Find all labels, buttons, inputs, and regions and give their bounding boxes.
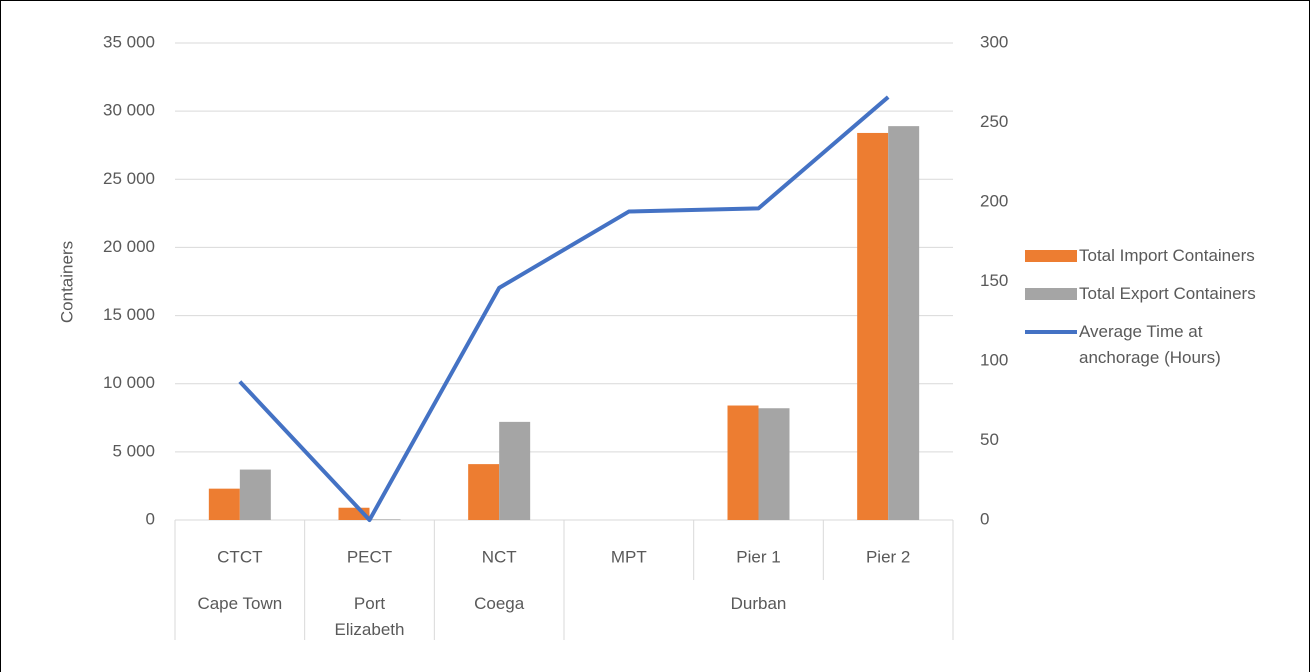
x-tick-label: CTCT — [217, 547, 262, 566]
y2-tick-label: 50 — [980, 430, 999, 449]
x-tick-label: Pier 2 — [866, 547, 910, 566]
y2-tick-label: 100 — [980, 350, 1008, 369]
legend: Total Import Containers Total Export Cont… — [1025, 243, 1285, 383]
y-tick-label: 30 000 — [103, 101, 155, 120]
y-tick-label: 15 000 — [103, 305, 155, 324]
bar — [888, 126, 920, 521]
legend-item: Average Time at anchorage (Hours) — [1025, 319, 1285, 371]
line-series — [238, 95, 890, 522]
legend-label: Total Import Containers — [1079, 246, 1255, 265]
y-tick-label: 0 — [146, 509, 155, 528]
legend-label: Average Time at anchorage (Hours) — [1079, 322, 1221, 367]
bar — [208, 488, 240, 520]
x-tick-label: PECT — [347, 547, 392, 566]
legend-swatch — [1025, 288, 1077, 300]
group-label: Cape Town — [197, 594, 283, 613]
bar — [369, 519, 401, 520]
legend-swatch — [1025, 330, 1077, 334]
group-label: Port Elizabeth — [334, 594, 405, 639]
y2-tick-label: 0 — [980, 509, 989, 528]
bar — [727, 405, 759, 520]
y-tick-label: 20 000 — [103, 237, 155, 256]
y-tick-label: 5 000 — [112, 441, 155, 460]
group-label: Durban — [730, 594, 787, 613]
y-tick-label: 25 000 — [103, 169, 155, 188]
y2-tick-label: 150 — [980, 271, 1008, 290]
bar — [499, 421, 531, 520]
bar — [857, 132, 889, 520]
bar — [758, 408, 790, 520]
y-tick-label: 35 000 — [103, 32, 155, 51]
x-tick-label: MPT — [611, 547, 647, 566]
y2-tick-label: 250 — [980, 112, 1008, 131]
bar — [239, 469, 271, 520]
y-axis-title: Containers — [57, 241, 76, 323]
legend-item: Total Export Containers — [1025, 281, 1285, 307]
legend-item: Total Import Containers — [1025, 243, 1285, 269]
y2-tick-label: 200 — [980, 191, 1008, 210]
x-tick-label: NCT — [482, 547, 517, 566]
group-label: Coega — [474, 594, 525, 613]
legend-swatch — [1025, 250, 1077, 262]
bar — [468, 464, 500, 520]
legend-label: Total Export Containers — [1079, 284, 1256, 303]
x-tick-label: Pier 1 — [736, 547, 780, 566]
y-tick-label: 10 000 — [103, 373, 155, 392]
y2-tick-label: 300 — [980, 32, 1008, 51]
